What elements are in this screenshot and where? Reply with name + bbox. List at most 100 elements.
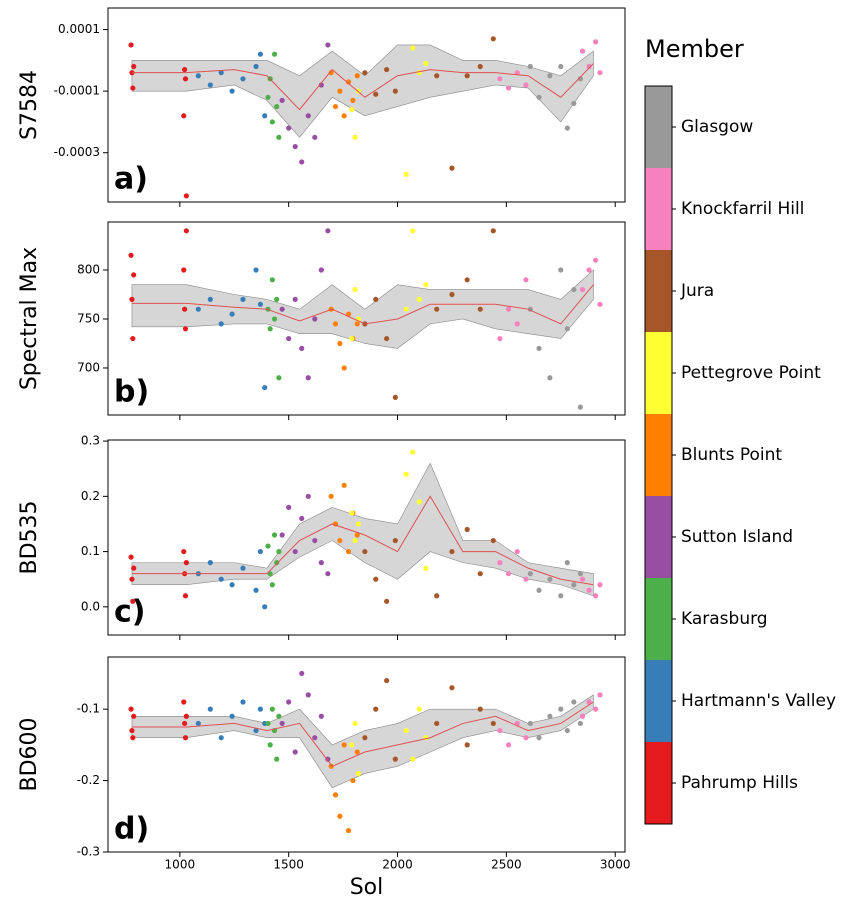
data-point	[505, 571, 512, 577]
data-point	[130, 335, 136, 342]
data-point	[181, 548, 187, 555]
colorbar-segment	[645, 496, 672, 578]
data-point	[328, 763, 334, 769]
data-point	[477, 306, 483, 312]
data-point	[131, 63, 137, 70]
data-point	[312, 134, 318, 140]
data-point	[434, 306, 440, 312]
data-point	[267, 742, 273, 748]
data-point	[318, 267, 324, 273]
data-point	[299, 670, 305, 677]
data-point	[373, 296, 379, 302]
data-point	[464, 526, 470, 533]
data-point	[345, 311, 352, 317]
data-point	[497, 727, 503, 734]
legend-label: Knockfarril Hill	[681, 199, 804, 219]
data-point	[423, 60, 429, 67]
data-point	[577, 76, 583, 82]
data-point	[593, 257, 599, 263]
data-point	[597, 582, 603, 588]
data-point	[384, 66, 390, 73]
data-point	[253, 587, 259, 593]
data-point	[586, 63, 592, 70]
data-point	[182, 306, 188, 312]
axes-frame	[107, 439, 626, 636]
data-point	[392, 88, 398, 94]
data-point	[341, 365, 347, 371]
data-point	[218, 70, 224, 76]
data-point	[571, 286, 577, 293]
data-point	[597, 692, 603, 698]
data-point	[305, 113, 311, 119]
data-point	[131, 565, 137, 571]
legend-label: Pahrump Hills	[681, 773, 798, 793]
data-point	[403, 471, 409, 477]
data-point	[416, 706, 422, 712]
legend-label: Hartmann's Valley	[681, 691, 836, 711]
data-point	[218, 735, 224, 741]
data-point	[207, 706, 213, 712]
data-point	[337, 813, 343, 819]
data-point	[128, 252, 134, 258]
data-point	[274, 560, 280, 566]
data-point	[373, 576, 379, 582]
data-point	[286, 504, 292, 510]
data-point	[416, 296, 422, 302]
data-point	[229, 88, 235, 94]
colorbar-segment	[645, 578, 672, 660]
data-point	[265, 94, 271, 100]
y-tick-label: 0.0	[81, 599, 100, 613]
data-point	[207, 560, 213, 566]
data-point	[262, 113, 268, 119]
panel-label: b)	[114, 375, 149, 410]
data-point	[183, 228, 189, 234]
y-tick-label: 0.1	[81, 544, 100, 558]
data-point	[564, 727, 570, 734]
data-point	[318, 560, 324, 566]
data-point	[527, 63, 533, 70]
data-point	[403, 306, 409, 312]
data-point	[312, 537, 318, 544]
data-point	[128, 706, 134, 712]
data-point	[129, 70, 135, 76]
data-point	[514, 70, 520, 76]
data-point	[218, 321, 224, 327]
data-point	[577, 720, 583, 727]
data-point	[276, 548, 282, 555]
data-point	[355, 770, 361, 777]
data-point	[183, 713, 189, 719]
data-point	[579, 576, 586, 582]
data-point	[523, 82, 529, 88]
data-point	[571, 582, 577, 588]
data-point	[349, 107, 355, 113]
data-point	[536, 587, 542, 593]
legend-label: Glasgow	[681, 117, 753, 137]
data-point	[505, 85, 512, 91]
data-point	[349, 742, 355, 748]
data-point	[593, 593, 599, 599]
data-point	[128, 554, 134, 560]
x-tick-label: 1000	[165, 858, 196, 872]
data-point	[131, 713, 137, 719]
data-point	[536, 735, 542, 741]
range-band	[131, 269, 594, 349]
data-point	[586, 699, 592, 705]
data-point	[318, 713, 324, 719]
data-point	[181, 113, 187, 119]
range-band	[131, 694, 594, 789]
colorbar-frame	[644, 85, 673, 825]
data-point	[240, 76, 246, 82]
data-point	[547, 375, 553, 381]
data-point	[354, 321, 360, 327]
data-point	[195, 720, 201, 727]
data-point	[392, 537, 398, 544]
data-point	[279, 720, 285, 727]
data-point	[279, 532, 285, 538]
data-point	[514, 321, 520, 327]
data-point	[410, 756, 416, 762]
data-point	[571, 699, 577, 705]
data-point	[350, 777, 356, 784]
data-point	[292, 296, 298, 302]
data-point	[269, 277, 275, 283]
